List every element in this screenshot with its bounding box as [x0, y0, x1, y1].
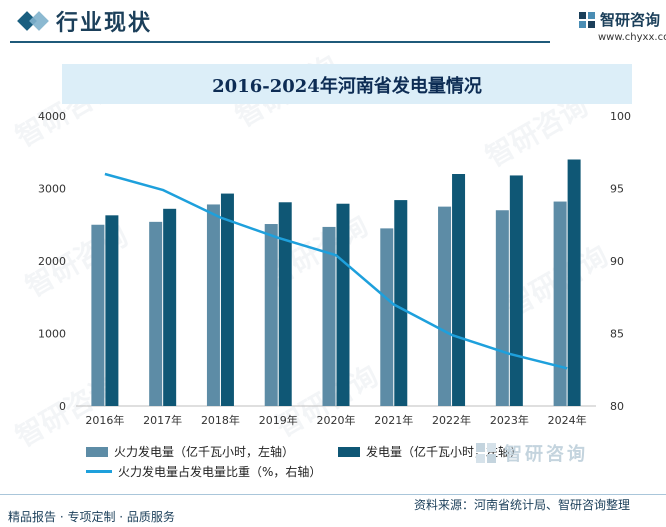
brand-url: www.chyxx.com [598, 32, 666, 43]
footer-divider [0, 494, 666, 495]
x-axis-tick-label: 2021年 [374, 413, 413, 427]
source-text: 资料来源：河南省统计局、智研咨询整理 [414, 498, 631, 512]
brand-logo-icon [579, 11, 595, 28]
footer-logo-icon [476, 443, 496, 463]
x-axis-tick-label: 2017年 [143, 413, 182, 427]
footer-logo: 智研咨询 [474, 440, 588, 466]
chart-canvas: 0 1000 2000 3000 4000 80 85 90 95 100 2016年 2017年 20… [38, 110, 631, 427]
bar-thermal-power [206, 204, 220, 406]
right-axis-tick-label: 100 [610, 110, 631, 123]
left-axis-tick-label: 3000 [38, 183, 66, 196]
bar-thermal-power [322, 226, 336, 406]
bar-total-power [394, 200, 408, 406]
x-axis-tick-label: 2023年 [490, 413, 529, 427]
bar-total-power [220, 193, 234, 406]
left-axis-tick-label: 0 [59, 400, 66, 413]
x-axis-tick-label: 2024年 [548, 413, 587, 427]
bar-thermal-power [264, 224, 278, 406]
legend-label: 火力发电量（亿千瓦小时，左轴） [114, 445, 295, 459]
footer-tagline: 精品报告 · 专项定制 · 品质服务 [8, 510, 175, 524]
right-axis-tick-label: 80 [610, 400, 624, 413]
line-ratio-series [104, 172, 568, 370]
x-axis-tick-label: 2020年 [317, 413, 356, 427]
chart-title-bar: 2016-2024年河南省发电量情况 [62, 64, 632, 104]
bar-total-power [105, 215, 119, 406]
bar-thermal-power [495, 210, 509, 406]
header-diamond-icon [29, 11, 49, 31]
footer-brand: 智研咨询 [504, 444, 588, 465]
legend-item-thermal-power: 火力发电量（亿千瓦小时，左轴） [86, 443, 294, 460]
legend-swatch [86, 446, 108, 457]
left-axis-tick-label: 1000 [38, 328, 66, 341]
right-axis-tick-label: 90 [610, 255, 624, 268]
header-divider [10, 41, 550, 43]
bar-total-power [278, 202, 292, 406]
bar-total-power [452, 174, 466, 406]
legend-label: 火力发电量占发电量比重（%，右轴） [118, 465, 322, 479]
bar-total-power [336, 203, 350, 406]
bar-thermal-power [438, 206, 452, 406]
chart-title: 2016-2024年河南省发电量情况 [212, 76, 482, 97]
bar-thermal-power [149, 221, 163, 406]
bar-total-power [509, 175, 523, 406]
bar-total-power [163, 208, 177, 406]
left-axis-tick-label: 2000 [38, 255, 66, 268]
brand: 智研咨询 [578, 9, 660, 30]
right-axis-tick-label: 95 [610, 183, 624, 196]
x-axis-tick-label: 2022年 [432, 413, 471, 427]
x-axis-tick-label: 2019年 [259, 413, 298, 427]
brand-name: 智研咨询 [600, 11, 661, 29]
bar-thermal-power [380, 228, 394, 406]
right-axis-tick-label: 85 [610, 328, 624, 341]
left-axis-tick-label: 4000 [38, 110, 66, 123]
bar-total-power [567, 159, 581, 406]
legend-item-ratio: 火力发电量占发电量比重（%，右轴） [86, 463, 321, 480]
legend-swatch [338, 446, 360, 457]
bar-thermal-power [91, 224, 105, 406]
bar-thermal-power [553, 201, 567, 406]
x-axis-tick-label: 2016年 [85, 413, 124, 427]
page-header: 行业现状 智研咨询 www.chyxx.com [0, 0, 666, 44]
x-axis-tick-label: 2018年 [201, 413, 240, 427]
section-title: 行业现状 [56, 11, 153, 36]
legend-line-swatch [86, 470, 112, 473]
